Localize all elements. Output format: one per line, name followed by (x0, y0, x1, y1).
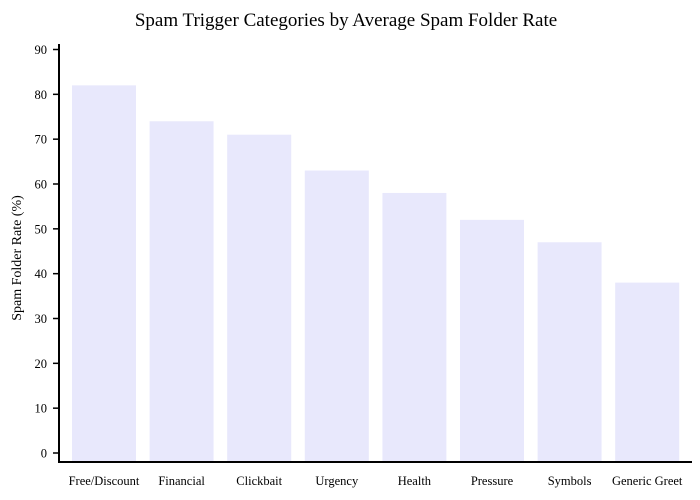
x-tick-label: Symbols (548, 474, 592, 488)
bar-1 (149, 121, 214, 462)
y-tick-label: 0 (41, 447, 47, 461)
y-tick-label: 30 (35, 312, 48, 326)
x-tick-label: Urgency (315, 474, 359, 488)
bars-group (72, 85, 680, 463)
y-tick-label: 20 (35, 357, 48, 371)
x-tick-label: Financial (158, 474, 205, 488)
y-tick-label: 40 (35, 267, 48, 281)
bar-3 (304, 170, 369, 463)
x-tick-label: Health (398, 474, 432, 488)
y-tick-label: 70 (35, 133, 48, 147)
y-tick-label: 60 (35, 178, 48, 192)
bar-4 (382, 192, 447, 462)
y-tick-label: 10 (35, 402, 48, 416)
bar-5 (460, 219, 524, 462)
bar-6 (537, 242, 602, 462)
bar-2 (227, 134, 292, 462)
y-tick-label: 80 (35, 88, 48, 102)
x-axis-ticks: Free/Discount Financial Clickbait Urgency He… (69, 474, 683, 488)
x-tick-label: Clickbait (236, 474, 282, 488)
chart-title: Spam Trigger Categories by Average Spam … (135, 10, 557, 31)
y-tick-label: 50 (35, 222, 48, 236)
x-tick-label: Pressure (471, 474, 514, 488)
y-tick-label: 90 (35, 43, 48, 57)
bar-7 (615, 282, 680, 462)
y-axis-label: Spam Folder Rate (%) (10, 195, 25, 321)
x-tick-label: Generic Greet (612, 474, 683, 488)
y-axis-ticks: 0 10 20 30 40 50 60 70 80 90 (35, 43, 59, 461)
x-tick-label: Free/Discount (69, 474, 140, 488)
bar-0 (72, 85, 136, 462)
